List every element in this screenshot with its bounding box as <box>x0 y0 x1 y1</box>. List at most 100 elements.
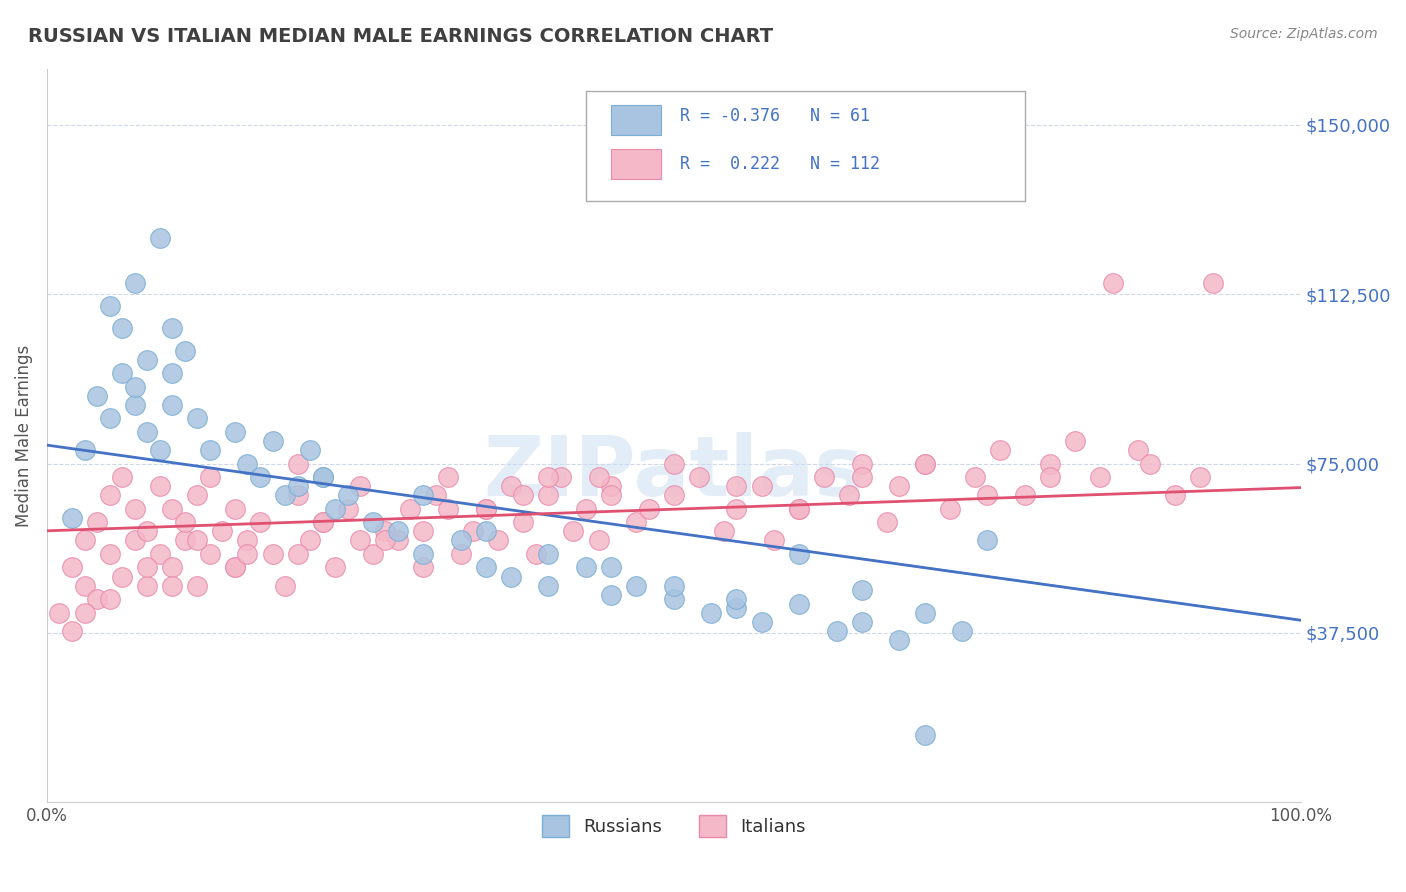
Point <box>524 547 547 561</box>
Point <box>425 488 447 502</box>
Text: R =  0.222   N = 112: R = 0.222 N = 112 <box>681 155 880 173</box>
Point <box>98 592 121 607</box>
Point <box>136 560 159 574</box>
Point <box>162 578 184 592</box>
Point <box>474 501 496 516</box>
Point <box>60 624 83 638</box>
Point <box>136 524 159 539</box>
Point <box>60 510 83 524</box>
Point <box>1101 276 1123 290</box>
Point <box>323 560 346 574</box>
Point <box>889 632 911 647</box>
Point <box>1039 470 1062 484</box>
Point <box>162 560 184 574</box>
Point <box>236 457 259 471</box>
Point <box>914 457 936 471</box>
Point <box>412 524 434 539</box>
Point <box>136 578 159 592</box>
Point <box>73 443 96 458</box>
Point <box>374 524 396 539</box>
Point <box>111 569 134 583</box>
Text: Source: ZipAtlas.com: Source: ZipAtlas.com <box>1230 27 1378 41</box>
Point <box>124 501 146 516</box>
Point <box>662 488 685 502</box>
Point <box>149 547 172 561</box>
Point <box>825 624 848 638</box>
Point <box>412 547 434 561</box>
Point <box>537 578 560 592</box>
Point <box>111 367 134 381</box>
Point <box>162 367 184 381</box>
Point <box>312 516 335 530</box>
FancyBboxPatch shape <box>586 90 1025 201</box>
Point <box>249 516 271 530</box>
Point <box>361 547 384 561</box>
Point <box>73 606 96 620</box>
Point <box>287 547 309 561</box>
Point <box>262 547 284 561</box>
Text: ZIPatlas: ZIPatlas <box>484 432 865 513</box>
Point <box>1039 457 1062 471</box>
Point <box>274 578 297 592</box>
Point <box>474 560 496 574</box>
Point <box>323 501 346 516</box>
Point <box>537 547 560 561</box>
Point <box>463 524 485 539</box>
Point <box>374 533 396 548</box>
Point <box>889 479 911 493</box>
Point <box>186 488 208 502</box>
Point <box>336 501 359 516</box>
FancyBboxPatch shape <box>612 149 661 178</box>
Point <box>198 470 221 484</box>
Point <box>787 501 810 516</box>
Point <box>412 560 434 574</box>
Point <box>662 457 685 471</box>
Point <box>274 488 297 502</box>
Point <box>838 488 860 502</box>
Point <box>950 624 973 638</box>
Point <box>575 501 598 516</box>
Point <box>751 479 773 493</box>
Point <box>136 352 159 367</box>
Text: R = -0.376   N = 61: R = -0.376 N = 61 <box>681 107 870 125</box>
Point <box>512 516 534 530</box>
Point <box>486 533 509 548</box>
Point <box>512 488 534 502</box>
Point <box>186 578 208 592</box>
Point <box>1202 276 1225 290</box>
Point <box>287 457 309 471</box>
Point <box>914 457 936 471</box>
Point <box>73 578 96 592</box>
Point <box>624 578 647 592</box>
Point <box>162 321 184 335</box>
Point <box>976 488 998 502</box>
Point <box>162 501 184 516</box>
Point <box>98 299 121 313</box>
Point <box>662 578 685 592</box>
Point <box>186 411 208 425</box>
Point <box>1126 443 1149 458</box>
Point <box>1064 434 1087 448</box>
Point <box>48 606 70 620</box>
Point <box>198 547 221 561</box>
Point <box>851 470 873 484</box>
Point <box>474 501 496 516</box>
Point <box>1088 470 1111 484</box>
Point <box>86 592 108 607</box>
Point <box>312 470 335 484</box>
Point <box>399 501 422 516</box>
Point <box>186 533 208 548</box>
Point <box>387 533 409 548</box>
Point <box>336 488 359 502</box>
Point <box>312 470 335 484</box>
Y-axis label: Median Male Earnings: Median Male Earnings <box>15 344 32 526</box>
Point <box>851 582 873 597</box>
Point <box>162 398 184 412</box>
Text: RUSSIAN VS ITALIAN MEDIAN MALE EARNINGS CORRELATION CHART: RUSSIAN VS ITALIAN MEDIAN MALE EARNINGS … <box>28 27 773 45</box>
Point <box>412 488 434 502</box>
Point <box>173 533 195 548</box>
Point <box>637 501 659 516</box>
Point <box>976 533 998 548</box>
FancyBboxPatch shape <box>612 105 661 135</box>
Point <box>963 470 986 484</box>
